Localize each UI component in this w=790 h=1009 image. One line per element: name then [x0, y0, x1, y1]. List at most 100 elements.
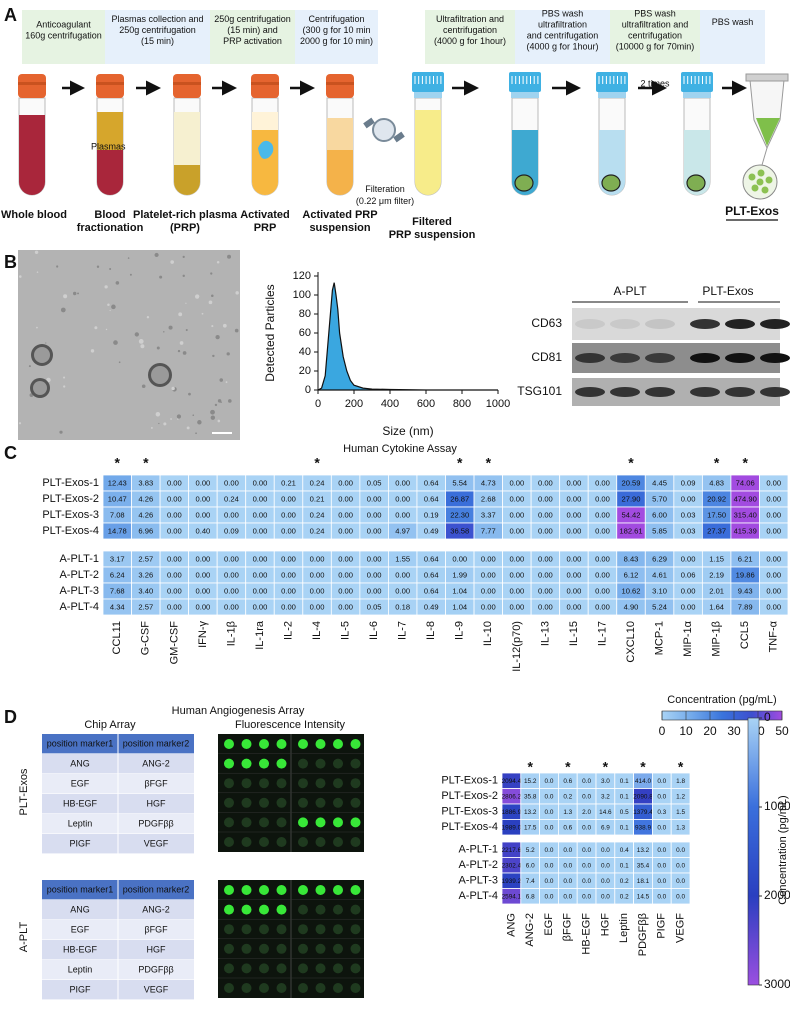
fluor-spot: [276, 983, 287, 993]
fluor-spot: [315, 924, 326, 935]
cell-value: 4.97: [395, 527, 410, 536]
chip-cell: PIGF: [69, 838, 91, 848]
em-speck: [188, 392, 191, 396]
colorbar-label: Concentration (pg/mL): [777, 795, 789, 904]
cell-value: 1.8: [676, 778, 685, 785]
column-label: IL-17: [596, 621, 608, 646]
exosome: [751, 184, 759, 192]
fluor-spot: [224, 963, 234, 974]
chip-cell: HB-EGF: [63, 944, 98, 954]
em-speck: [46, 377, 51, 383]
step-box: [22, 10, 105, 64]
cell-value: 0.6: [563, 824, 572, 831]
column-label: HGF: [599, 913, 611, 937]
heat-cell: [670, 819, 691, 836]
fluor-spot: [276, 758, 287, 769]
cell-value: 2.19: [709, 571, 724, 580]
band: [575, 353, 605, 363]
cell-value: 0.1: [620, 778, 629, 785]
cell-value: 0.00: [766, 571, 781, 580]
group-label: A-PLT: [18, 922, 30, 953]
cell-value: 0.00: [281, 527, 296, 536]
cell-value: 0.0: [545, 824, 554, 831]
fluor-spot: [298, 797, 308, 808]
cell-value: 0.00: [196, 479, 211, 488]
fluor-spot: [241, 758, 252, 769]
column-label: IL-5: [340, 621, 352, 640]
step-text-line: (300 g for 10 min: [302, 25, 370, 35]
cell-value: 0.00: [310, 555, 325, 564]
cell-value: 0.00: [253, 495, 268, 504]
cell-value: 9.43: [738, 587, 753, 596]
cell-value: 0.00: [224, 603, 239, 612]
cell-value: 0.00: [567, 587, 582, 596]
vesicle-core: [151, 366, 169, 384]
cell-value: 0.00: [481, 571, 496, 580]
cell-value: 17.5: [524, 824, 537, 831]
step-text-line: 250g centrifugation: [119, 25, 196, 35]
cell-value: 0.00: [595, 571, 610, 580]
step-text-line: (4000 g for 1hour): [526, 42, 598, 52]
tube-cap: [596, 72, 628, 92]
column-label: IL-12(p70): [511, 621, 523, 672]
fluor-spot: [298, 837, 308, 847]
fluor-spot: [315, 904, 326, 915]
fluor-spot: [350, 778, 361, 789]
chip-cell: position marker1: [47, 738, 114, 748]
cap-rim: [511, 92, 539, 98]
y-tick-label: 80: [299, 308, 311, 320]
step-text: Ultrafiltration and centrifugation (4000 g…: [434, 14, 506, 46]
cell-value: 0.00: [196, 587, 211, 596]
em-speck: [179, 341, 184, 345]
cell-value: 3.0: [601, 778, 610, 785]
step-text-line: Ultrafiltration and: [436, 14, 504, 24]
cap-band: [251, 82, 279, 85]
fluor-spot: [315, 797, 326, 808]
cell-value: 74.06: [736, 479, 755, 488]
tube-fill: [415, 110, 441, 195]
column-label: βFGF: [562, 913, 574, 942]
em-speck: [195, 432, 197, 435]
cell-value: 0.0: [601, 862, 610, 869]
cell-value: 0.0: [657, 824, 666, 831]
exosome: [765, 176, 773, 184]
em-speck: [226, 352, 230, 356]
cell-value: 0.00: [281, 555, 296, 564]
cell-value: 0.0: [545, 893, 554, 900]
cell-value: 0.00: [595, 511, 610, 520]
cell-value: 0.2: [563, 793, 572, 800]
step-box: [105, 10, 210, 64]
step-text-line: (15 min): [141, 36, 174, 46]
cell-value: 4.45: [652, 479, 667, 488]
cell-value: 27.37: [707, 527, 726, 536]
cell-value: 6.0: [526, 862, 535, 869]
colorbar-tick-label: 20: [703, 724, 717, 738]
em-speck: [127, 257, 130, 259]
column-label: G-CSF: [140, 621, 152, 656]
x-tick-label: 600: [417, 398, 435, 410]
fluor-spot: [224, 817, 234, 828]
tube-label-line: (PRP): [170, 222, 200, 234]
cell-value: 0.0: [582, 793, 591, 800]
em-speck: [36, 326, 38, 329]
fluor-spot: [276, 963, 287, 974]
cell-value: 7.4: [526, 878, 535, 885]
em-speck: [215, 335, 220, 340]
tube-label-line: Whole blood: [1, 209, 67, 221]
em-speck: [150, 426, 153, 429]
tube-label: PLT-Exos: [725, 204, 779, 218]
cell-value: 0.00: [395, 587, 410, 596]
em-speck: [192, 414, 195, 417]
chip-cell: VEGF: [144, 838, 169, 848]
fluor-spot: [315, 837, 326, 847]
band: [725, 319, 755, 329]
group-label: PLT-Exos: [18, 768, 30, 815]
fluor-spot: [315, 739, 326, 749]
row-label: A-PLT-3: [59, 585, 99, 597]
cell-value: 0.00: [224, 571, 239, 580]
cell-value: 0.5: [620, 809, 629, 816]
column-label: IL-2: [282, 621, 294, 640]
column-label: CCL11: [111, 621, 123, 654]
cell-value: 0.00: [281, 511, 296, 520]
